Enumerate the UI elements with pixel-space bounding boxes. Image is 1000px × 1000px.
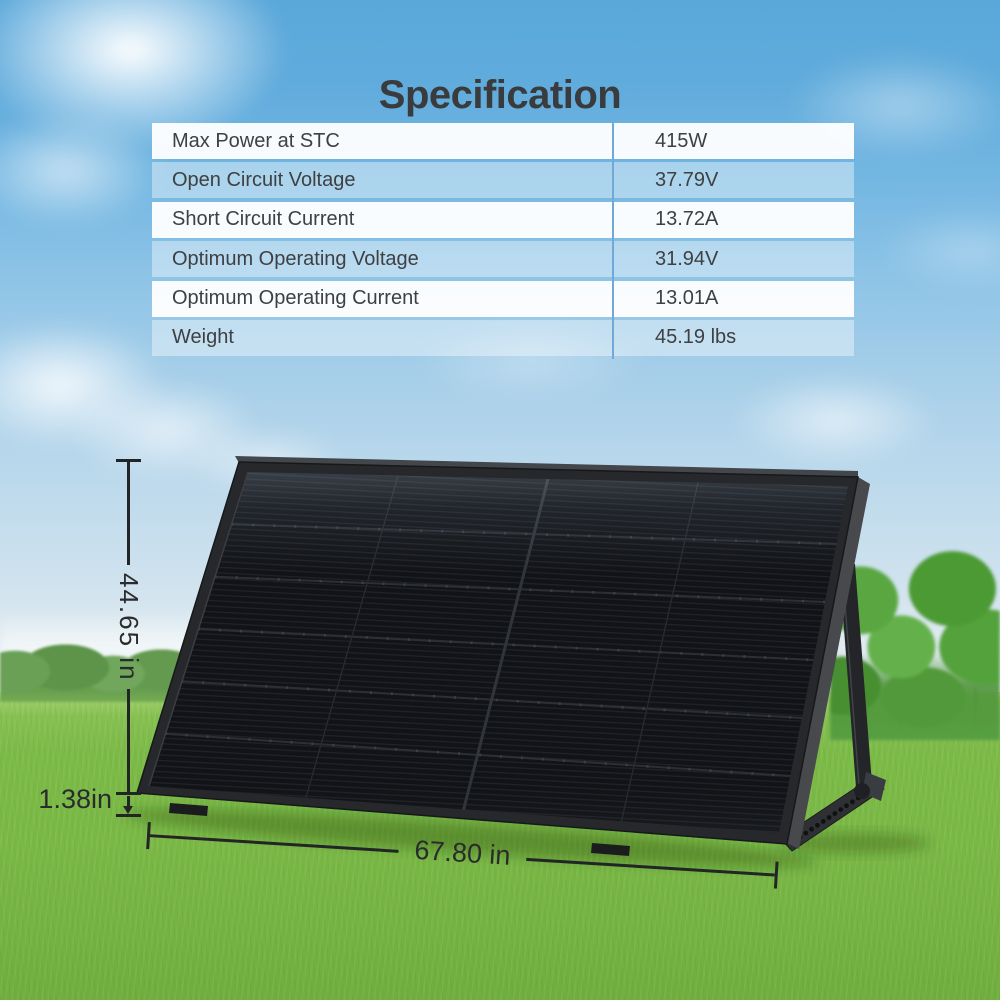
spec-row-short-circuit-current: Short Circuit Current 13.72A <box>152 201 854 238</box>
spec-value: 13.72A <box>655 208 719 231</box>
spec-row-weight: Weight 45.19 lbs <box>152 319 854 356</box>
spec-row-operating-current: Optimum Operating Current 13.01A <box>152 280 854 317</box>
dimension-arrow-shaft <box>127 796 130 807</box>
dimension-line-segment <box>526 858 775 877</box>
dimension-cap <box>116 814 141 817</box>
cloud <box>360 300 700 420</box>
spec-value: 415W <box>655 129 708 152</box>
dimension-cap <box>116 792 141 795</box>
spec-row-open-circuit-voltage: Open Circuit Voltage 37.79V <box>152 162 854 199</box>
spec-label: Optimum Operating Voltage <box>172 247 419 270</box>
height-dimension-label: 44.65 in <box>114 572 144 682</box>
spec-label: Max Power at STC <box>172 129 340 152</box>
thickness-dimension-label: 1.38in <box>38 784 112 814</box>
spec-value: 37.79V <box>655 168 719 191</box>
spec-table: Max Power at STC 415W Open Circuit Volta… <box>152 123 854 360</box>
table-column-divider <box>612 123 614 360</box>
dimension-line-segment <box>127 689 130 792</box>
page-title: Specification <box>378 72 622 117</box>
spec-row-max-power: Max Power at STC 415W <box>152 123 854 159</box>
height-dimension-line: 44.65 in <box>114 459 144 795</box>
spec-value: 31.94V <box>655 247 719 270</box>
spec-label: Short Circuit Current <box>172 208 355 231</box>
tree-line-right <box>830 546 1000 740</box>
dimension-cap <box>116 459 141 462</box>
spec-row-operating-voltage: Optimum Operating Voltage 31.94V <box>152 241 854 278</box>
cloud <box>690 355 980 485</box>
cloud <box>150 415 380 510</box>
spec-label: Weight <box>172 326 234 349</box>
spec-label: Open Circuit Voltage <box>172 168 356 191</box>
thickness-dimension-marker <box>116 796 141 817</box>
dimension-arrow-down-icon <box>123 806 133 814</box>
dimension-line-segment <box>149 834 399 853</box>
spec-value: 13.01A <box>655 287 719 310</box>
dimension-line-segment <box>127 462 130 565</box>
spec-label: Optimum Operating Current <box>172 287 419 310</box>
spec-value: 45.19 lbs <box>655 326 737 349</box>
